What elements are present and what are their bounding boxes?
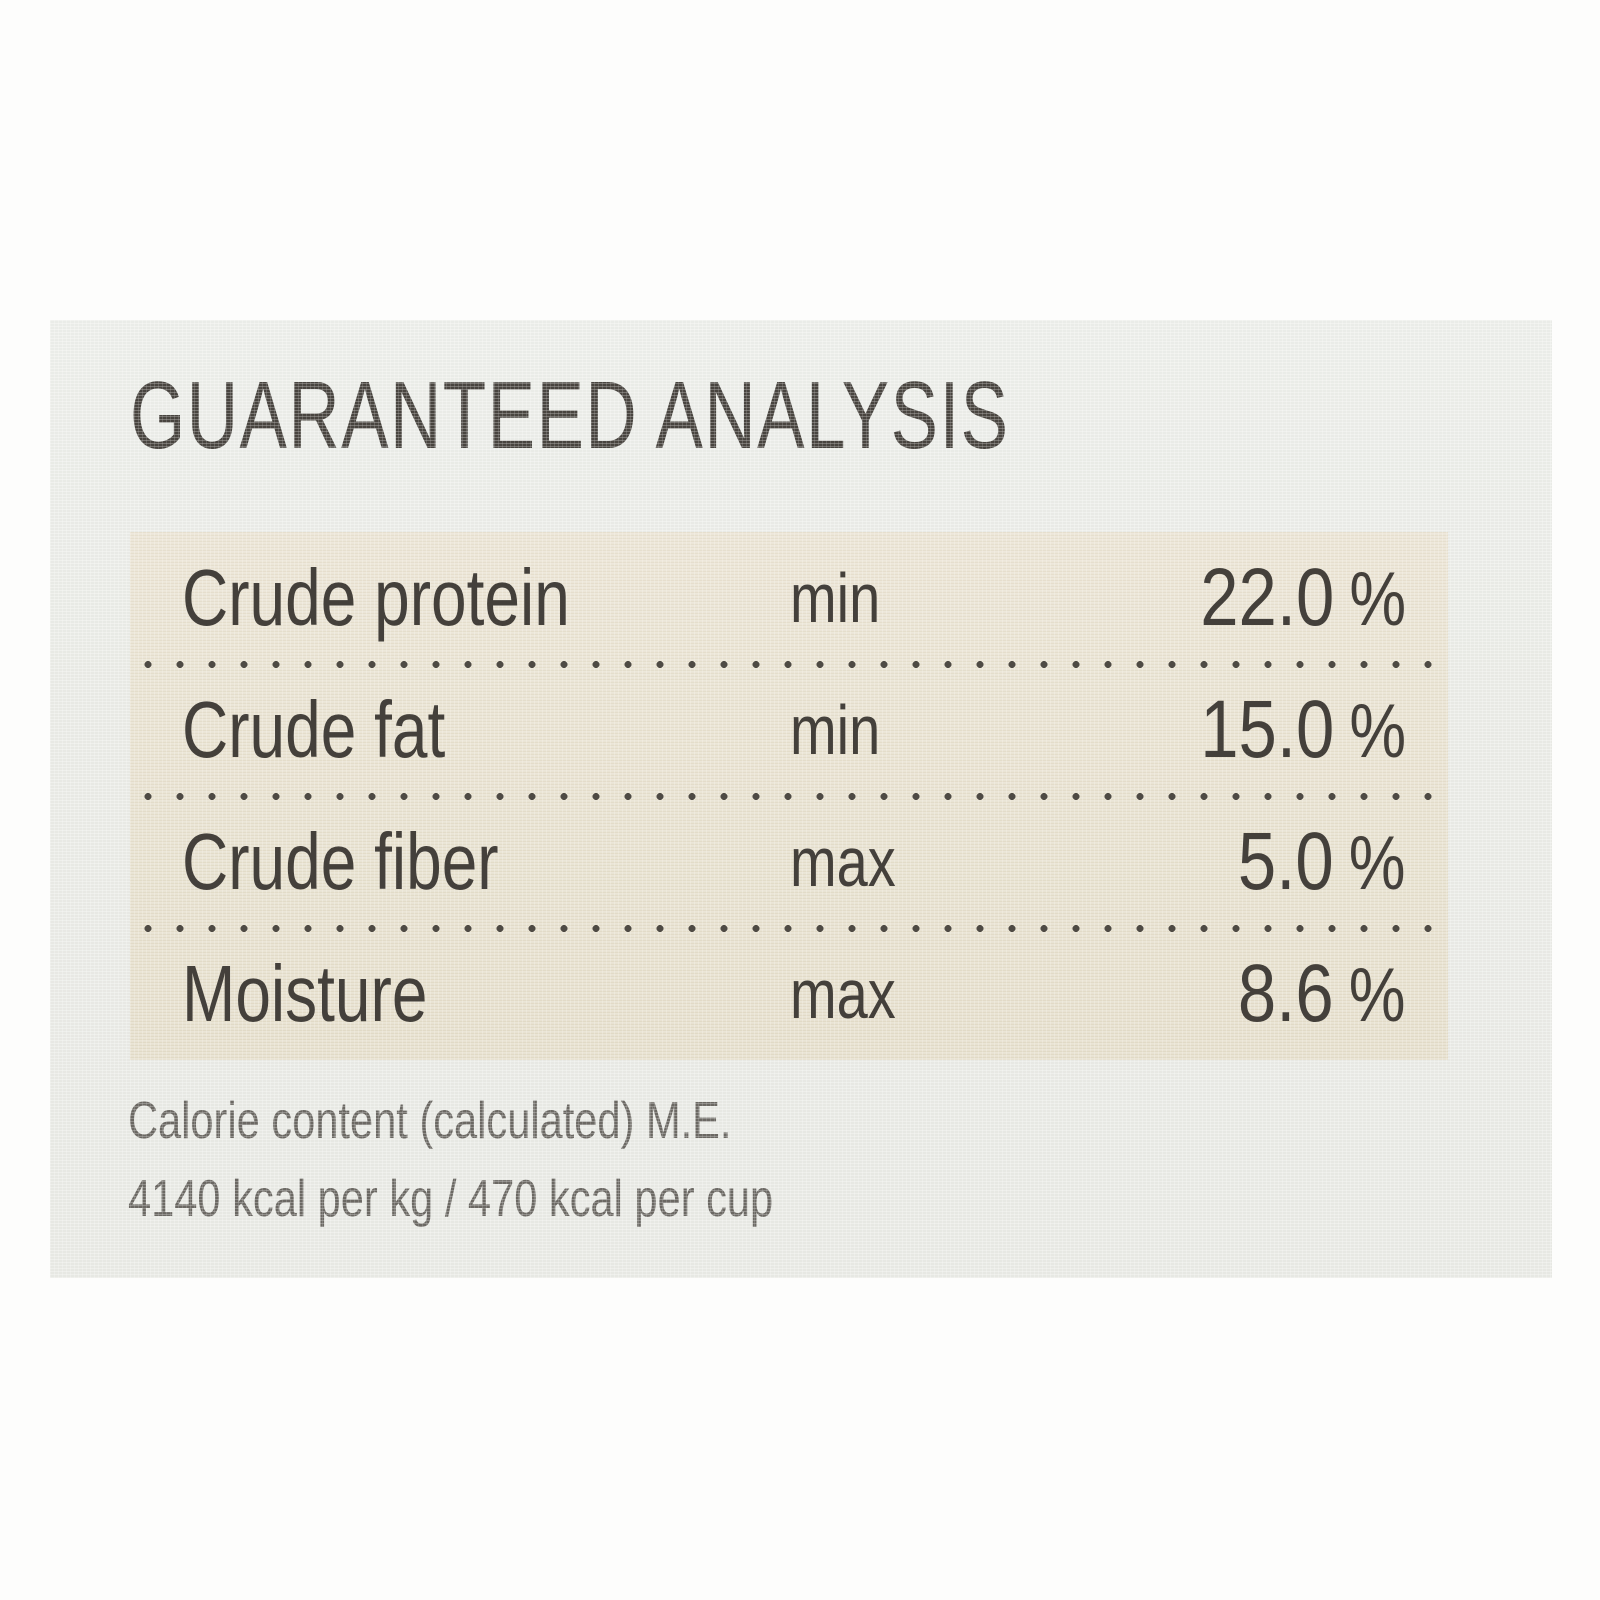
nutrient-name: Crude fat bbox=[182, 685, 446, 774]
nutrient-value-group: 15.0 % bbox=[1200, 689, 1406, 771]
nutrient-value: 5.0 bbox=[1238, 816, 1335, 907]
nutrient-value-group: 22.0 % bbox=[1200, 557, 1406, 639]
nutrient-value-group: 8.6 % bbox=[1238, 953, 1406, 1035]
nutrient-value-group: 5.0 % bbox=[1238, 821, 1406, 903]
nutrient-name: Crude fiber bbox=[182, 817, 499, 906]
page-title: GUARANTEED ANALYSIS bbox=[130, 362, 1010, 469]
guaranteed-analysis-table: Crude protein min 22.0 % Crude fat min 1… bbox=[130, 532, 1448, 1060]
nutrient-unit: % bbox=[1349, 821, 1406, 906]
nutrient-unit: % bbox=[1349, 953, 1406, 1038]
nutrient-unit: % bbox=[1349, 689, 1406, 774]
table-row: Crude fiber max 5.0 % bbox=[130, 793, 1448, 928]
table-row: Moisture max 8.6 % bbox=[130, 925, 1448, 1060]
calorie-content-line-2: 4140 kcal per kg / 470 kcal per cup bbox=[128, 1169, 774, 1228]
table-row: Crude protein min 22.0 % bbox=[130, 532, 1448, 664]
table-row: Crude fat min 15.0 % bbox=[130, 661, 1448, 796]
nutrient-qualifier: max bbox=[790, 823, 896, 901]
nutrient-value: 8.6 bbox=[1238, 948, 1335, 1039]
nutrient-unit: % bbox=[1349, 557, 1406, 642]
calorie-content-line-1: Calorie content (calculated) M.E. bbox=[128, 1092, 732, 1150]
nutrient-name: Crude protein bbox=[182, 553, 570, 642]
nutrient-qualifier: min bbox=[790, 559, 881, 637]
nutrient-name: Moisture bbox=[182, 949, 428, 1038]
nutrient-value: 22.0 bbox=[1200, 552, 1335, 643]
nutrient-qualifier: min bbox=[790, 691, 881, 769]
nutrient-qualifier: max bbox=[790, 955, 896, 1033]
calorie-content-note: Calorie content (calculated) M.E. 4140 k… bbox=[128, 1088, 773, 1243]
guaranteed-analysis-panel: GUARANTEED ANALYSIS Crude protein min 22… bbox=[50, 320, 1552, 1278]
nutrient-value: 15.0 bbox=[1200, 684, 1335, 775]
